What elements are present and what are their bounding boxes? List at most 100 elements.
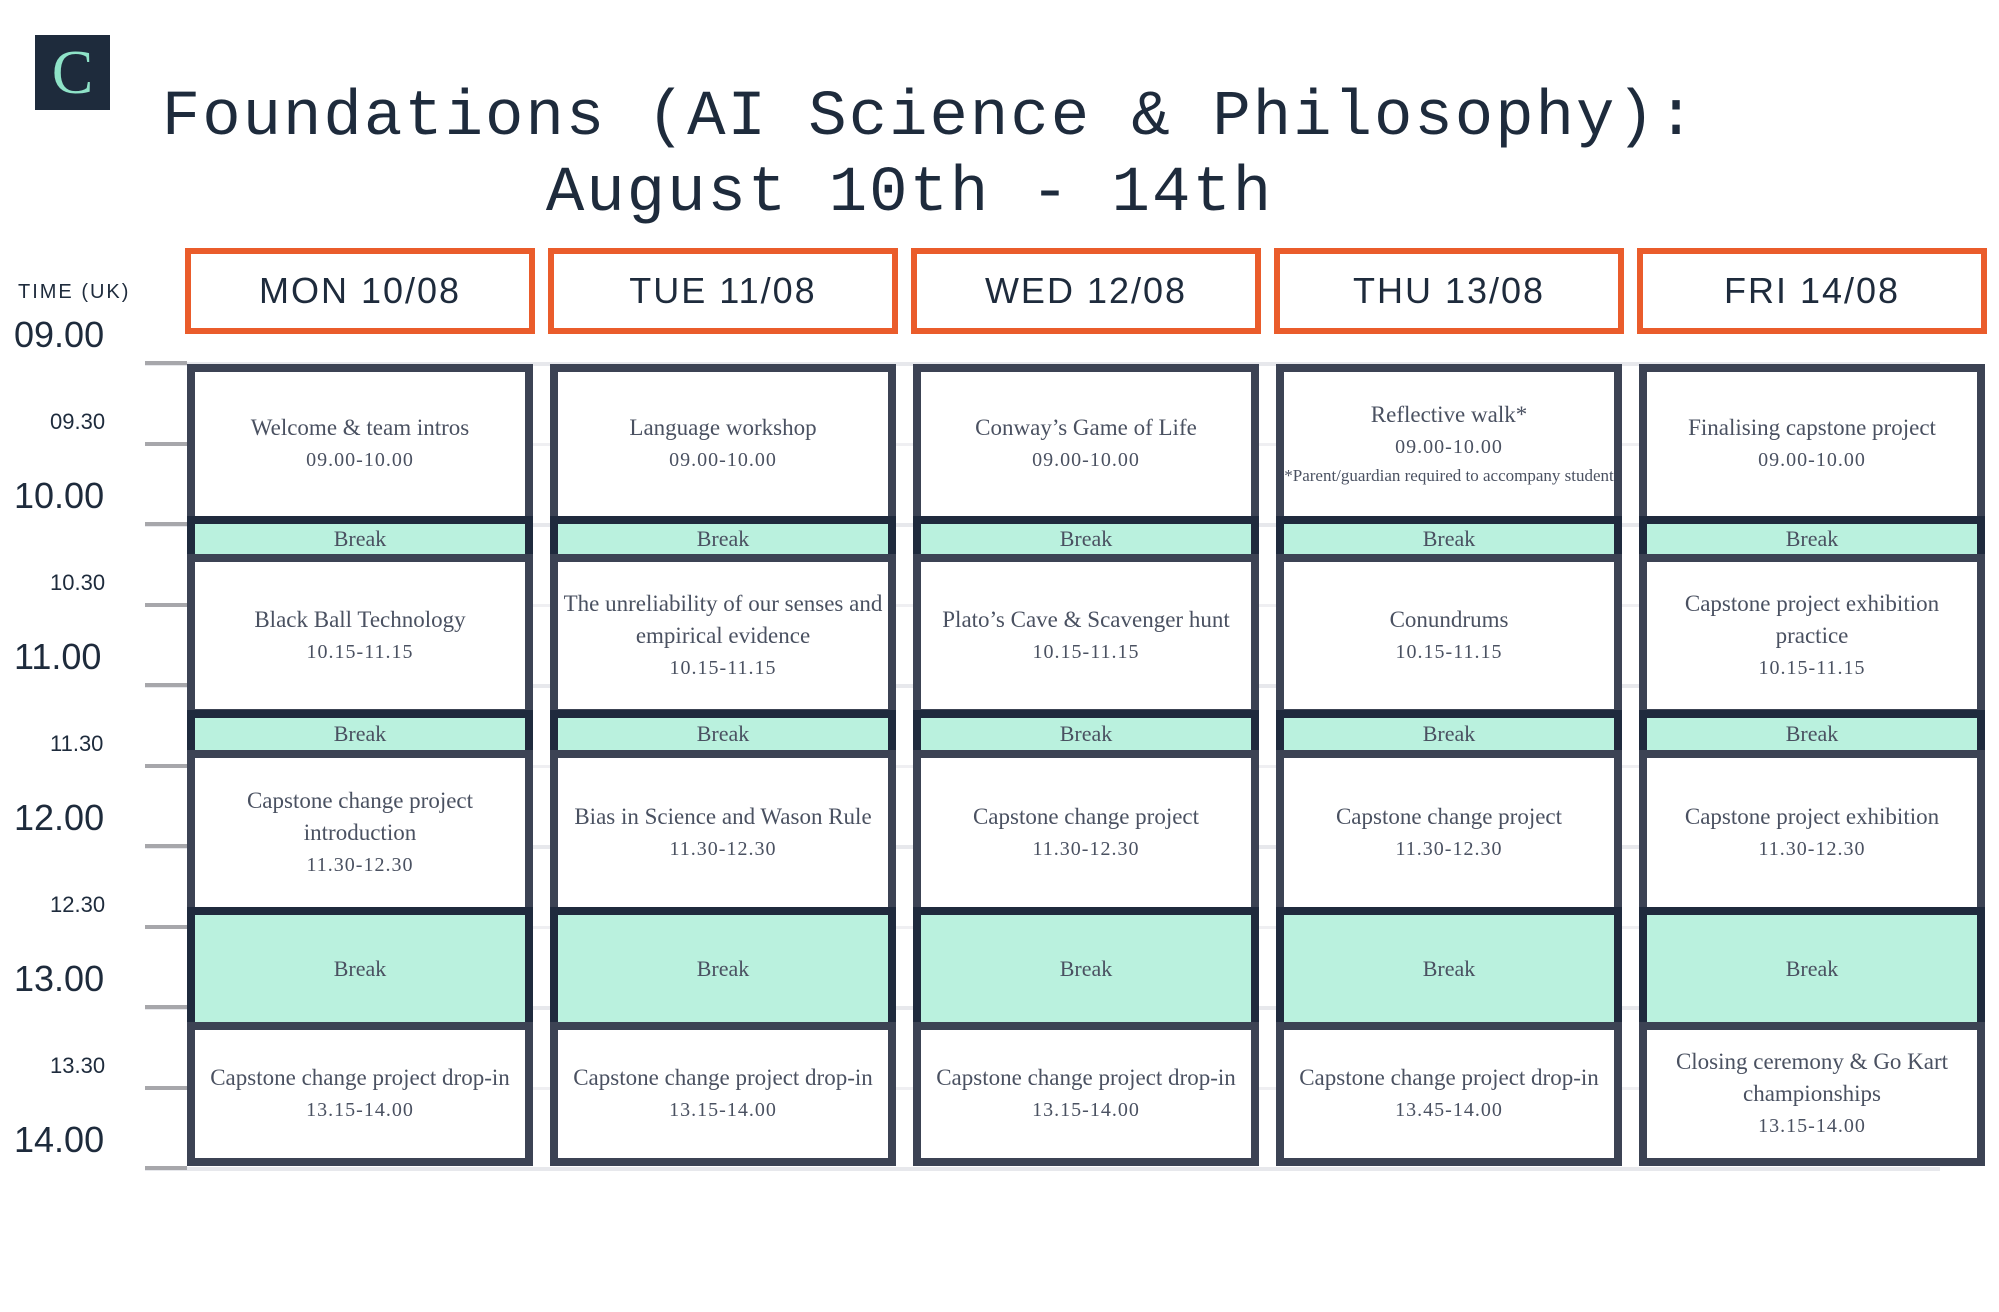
break-label: Break <box>333 721 387 746</box>
session-slot: Finalising capstone project 09.00-10.00 <box>1639 364 1985 524</box>
session-slot: Language workshop 09.00-10.00 <box>550 364 896 524</box>
time-label: 10.30 <box>50 569 106 595</box>
time-label: 12.00 <box>14 797 105 838</box>
session-slot: Reflective walk* 09.00-10.00 *Parent/guard… <box>1276 364 1622 524</box>
session-slot: Capstone change project introduction 11.3… <box>187 750 533 915</box>
time-label: 14.00 <box>14 1119 105 1160</box>
session-name: Capstone change project drop-in <box>573 1065 873 1090</box>
time-label: 13.00 <box>14 958 105 999</box>
break-label: Break <box>1422 955 1476 981</box>
logo-letter: C <box>51 38 94 107</box>
session-time: 11.30-12.30 <box>306 853 414 876</box>
break-label: Break <box>696 526 750 551</box>
session-name: Capstone project exhibition practice <box>1684 590 1940 648</box>
break-label: Break <box>696 721 750 746</box>
session-time: 09.00-10.00 <box>669 449 777 471</box>
time-label: 09.30 <box>50 408 106 434</box>
break-label: Break <box>1785 721 1839 746</box>
session-slot: Welcome & team intros 09.00-10.00 <box>187 364 533 524</box>
session-time: 09.00-10.00 <box>1395 436 1503 458</box>
time-tick <box>145 1085 187 1090</box>
break-slot: Break <box>550 907 896 1030</box>
session-name: Welcome & team intros <box>250 415 470 440</box>
session-slot: Capstone project exhibition practice 10.1… <box>1639 554 1985 717</box>
session-slot: Capstone change project drop-in 13.15-14.… <box>187 1022 533 1166</box>
page-title: Foundations (AI Science & Philosophy): A… <box>0 80 1999 232</box>
session-slot: Closing ceremony & Go Kart championships… <box>1639 1022 1985 1166</box>
session-slot: Capstone change project drop-in 13.15-14.… <box>550 1022 896 1166</box>
time-tick <box>145 602 187 607</box>
time-tick <box>145 924 187 929</box>
session-time: 11.30-12.30 <box>1395 837 1503 860</box>
session-slot: Conundrums 10.15-11.15 <box>1276 554 1622 717</box>
session-slot: Plato’s Cave & Scavenger hunt 10.15-11.15 <box>913 554 1259 717</box>
session-time: 10.15-11.15 <box>1758 656 1866 679</box>
session-name: Finalising capstone project <box>1688 415 1936 440</box>
break-label: Break <box>1059 721 1113 746</box>
session-slot: Black Ball Technology 10.15-11.15 <box>187 554 533 717</box>
session-time: 10.15-11.15 <box>306 640 414 663</box>
title-line-2: August 10th - 14th <box>545 158 1274 230</box>
session-time: 10.15-11.15 <box>1395 640 1503 663</box>
time-tick <box>145 441 187 446</box>
session-name: Capstone change project <box>972 803 1200 829</box>
session-time: 13.15-14.00 <box>1032 1099 1140 1121</box>
time-tick <box>145 361 187 365</box>
break-label: Break <box>696 955 750 981</box>
break-label: Break <box>1422 526 1476 551</box>
session-time: 09.00-10.00 <box>1758 449 1866 471</box>
session-name: Capstone change project drop-in <box>936 1065 1236 1090</box>
session-time: 11.30-12.30 <box>1758 837 1866 860</box>
break-slot: Break <box>187 907 533 1030</box>
session-slot: Capstone change project 11.30-12.30 <box>1276 750 1622 915</box>
time-label: 10.00 <box>14 475 105 516</box>
session-name: Capstone change project introduction <box>246 787 474 845</box>
grid-line <box>145 1167 1940 1171</box>
time-label: 09.00 <box>14 314 105 355</box>
day-header: TUE 11/08 <box>548 248 898 334</box>
break-slot: Break <box>1639 907 1985 1030</box>
time-tick <box>145 1005 187 1009</box>
session-name: Capstone project exhibition <box>1684 803 1940 829</box>
session-name: Language workshop <box>629 415 817 440</box>
time-tick <box>145 763 187 768</box>
session-name: Conway’s Game of Life <box>975 415 1197 440</box>
time-label: 12.30 <box>50 891 106 917</box>
session-time: 09.00-10.00 <box>1032 449 1140 471</box>
break-label: Break <box>1422 721 1476 746</box>
break-label: Break <box>333 526 387 551</box>
session-slot: The unreliability of our senses and empi… <box>550 554 896 717</box>
session-time: 11.30-12.30 <box>669 837 777 860</box>
session-slot: Capstone change project 11.30-12.30 <box>913 750 1259 915</box>
session-name: Reflective walk* <box>1370 402 1528 427</box>
break-slot: Break <box>913 907 1259 1030</box>
session-name: Conundrums <box>1389 606 1509 632</box>
break-label: Break <box>333 955 387 981</box>
time-label: 11.00 <box>14 636 102 677</box>
time-tick <box>145 522 187 526</box>
session-time: 13.15-14.00 <box>669 1099 777 1121</box>
day-header: MON 10/08 <box>185 248 535 334</box>
session-slot: Capstone change project drop-in 13.45-14.… <box>1276 1022 1622 1166</box>
break-label: Break <box>1785 526 1839 551</box>
session-name: Capstone change project drop-in <box>1299 1065 1599 1090</box>
session-time: 13.45-14.00 <box>1395 1099 1503 1121</box>
title-line-1: Foundations (AI Science & Philosophy): <box>161 82 1698 154</box>
break-label: Break <box>1059 955 1113 981</box>
session-name: Closing ceremony & Go Kart championships <box>1675 1049 1949 1106</box>
session-time: 10.15-11.15 <box>1032 640 1140 663</box>
day-header: WED 12/08 <box>911 248 1261 334</box>
session-name: Black Ball Technology <box>254 606 466 632</box>
session-time: 10.15-11.15 <box>669 656 777 679</box>
time-label: 11.30 <box>50 730 104 756</box>
session-slot: Capstone project exhibition 11.30-12.30 <box>1639 750 1985 915</box>
session-time: 13.15-14.00 <box>306 1099 414 1121</box>
session-time: 11.30-12.30 <box>1032 837 1140 860</box>
session-note: *Parent/guardian required to accompany s… <box>1284 466 1614 485</box>
time-column-header: TIME (UK) <box>18 281 131 303</box>
break-label: Break <box>1785 955 1839 981</box>
time-tick <box>145 683 187 687</box>
session-name: The unreliability of our senses and empi… <box>563 590 883 648</box>
session-slot: Capstone change project drop-in 13.15-14.… <box>913 1022 1259 1166</box>
session-time: 09.00-10.00 <box>306 449 414 471</box>
